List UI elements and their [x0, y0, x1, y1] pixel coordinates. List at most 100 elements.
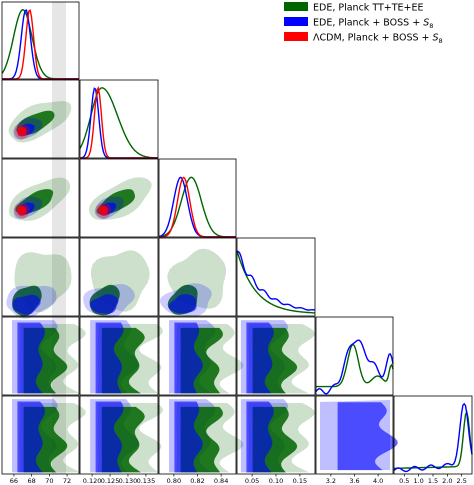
panel-r1-c0	[1, 79, 80, 159]
contour-blue-68	[17, 322, 45, 394]
x-tick-label: 4.0	[373, 477, 383, 485]
pdf-ede-planck	[316, 343, 394, 388]
contour-blue-68	[246, 322, 274, 394]
x-tick-label: 0.15	[293, 477, 307, 485]
contour-blue-68	[90, 294, 119, 314]
x-tick-label: 0.120	[83, 477, 102, 485]
panel-r3-c1	[79, 237, 159, 319]
x-tick-label: 66	[10, 477, 18, 485]
pdf-ede-planck	[236, 250, 315, 314]
legend-item: ΛCDM, Planck + BOSS + S8	[284, 32, 443, 45]
panel-frame	[1, 395, 80, 475]
panel-r4-c1	[79, 316, 163, 396]
x-tick-label: 3.2	[326, 477, 336, 485]
legend-swatch	[284, 17, 308, 26]
legend-swatch	[284, 2, 308, 11]
panel-r2-c0	[1, 158, 80, 238]
x-tick-label: 0.82	[190, 477, 204, 485]
pdf-lcdm-boss	[80, 85, 158, 159]
x-tick-label: 0.05	[245, 477, 259, 485]
x-tick-label: 2.5	[457, 477, 467, 485]
pdf-ede-boss	[393, 402, 473, 473]
pdf-ede-boss	[315, 339, 394, 395]
x-tick-label: 1.5	[428, 477, 438, 485]
contour-red-68	[98, 205, 109, 216]
panel-frame	[315, 316, 394, 396]
legend-subscript: 8	[429, 22, 433, 30]
x-tick-label: 72	[63, 477, 71, 485]
contour-blue-68	[95, 322, 124, 394]
panel-frame	[1, 158, 80, 238]
panel-frame	[236, 316, 316, 396]
panels	[1, 1, 473, 475]
pdf-ede-planck	[393, 409, 473, 470]
legend-label: EDE, Planck TT+TE+EE	[313, 3, 423, 14]
panel-frame	[79, 158, 159, 238]
panel-r3-c0	[1, 237, 80, 319]
legend-symbol: S	[433, 33, 439, 44]
panel-r5-c5	[393, 395, 473, 475]
panel-r5-c0	[1, 395, 86, 475]
contour-blue-68	[337, 402, 398, 471]
x-tick-label: 0.80	[167, 477, 181, 485]
panel-frame	[1, 237, 80, 317]
pdf-ede-planck	[158, 176, 236, 238]
contour-blue-68	[168, 294, 197, 314]
x-tick-label: 3.6	[349, 477, 359, 485]
panel-r2-c2	[158, 158, 237, 238]
panel-r3-c3	[236, 237, 316, 317]
legend-item: EDE, Planck TT+TE+EE	[284, 2, 423, 14]
panel-frame	[1, 1, 80, 80]
legend-swatch	[284, 32, 308, 41]
panel-frame	[79, 237, 159, 317]
contour-red-68	[17, 126, 27, 137]
x-tick-label: 1.0	[413, 477, 423, 485]
pdf-ede-planck	[1, 8, 79, 80]
legend-item: EDE, Planck + BOSS + S8	[284, 17, 433, 30]
panel-r4-c3	[236, 316, 316, 396]
tick-labels: 66 68 70 72 0.120 0.125 0.130 0.135 0.80 0.82 0.84…	[10, 474, 467, 485]
x-tick-label: 0.125	[101, 477, 120, 485]
x-tick-label: 0.130	[119, 477, 138, 485]
x-tick-label: 2.0	[442, 477, 452, 485]
panel-r0-c0	[1, 1, 80, 80]
contour-red-68	[17, 205, 27, 216]
x-tick-label: 0.10	[269, 477, 283, 485]
panel-r5-c4	[315, 395, 398, 475]
panel-r1-c1	[79, 79, 159, 159]
contour-blue-68	[12, 294, 41, 315]
x-tick-label: 0.135	[137, 477, 156, 485]
legend-label: EDE, Planck + BOSS + S8	[313, 18, 433, 31]
panel-r3-c2	[158, 237, 237, 317]
panel-frame	[158, 316, 237, 396]
x-tick-label: 0.5	[399, 477, 409, 485]
contour-blue-68	[17, 401, 45, 473]
panel-frame	[393, 395, 473, 475]
panel-frame	[79, 79, 159, 159]
panel-r5-c3	[236, 395, 316, 475]
contour-blue-68	[174, 401, 203, 473]
panel-r5-c1	[79, 395, 163, 475]
panel-r5-c2	[158, 395, 244, 475]
contour-blue-68	[95, 401, 124, 473]
panel-frame	[1, 316, 80, 396]
panel-r4-c4	[315, 316, 394, 396]
legend-subscript: 8	[439, 37, 443, 45]
panel-r4-c0	[1, 316, 86, 396]
legend-symbol: S	[423, 18, 429, 29]
pdf-ede-boss	[236, 250, 316, 311]
pdf-ede-planck	[79, 87, 158, 159]
x-tick-label: 70	[45, 477, 53, 485]
panel-frame	[79, 395, 159, 475]
panel-frame	[158, 237, 237, 317]
x-tick-label: 68	[28, 477, 36, 485]
panel-r4-c2	[158, 316, 244, 396]
panel-frame	[236, 237, 316, 317]
panel-frame	[79, 316, 159, 396]
panel-r2-c1	[79, 158, 159, 238]
panel-frame	[158, 158, 237, 238]
contour-blue-68	[246, 401, 274, 473]
legend: EDE, Planck TT+TE+EE EDE, Planck + BOSS +…	[284, 2, 443, 45]
panel-frame	[1, 79, 80, 159]
